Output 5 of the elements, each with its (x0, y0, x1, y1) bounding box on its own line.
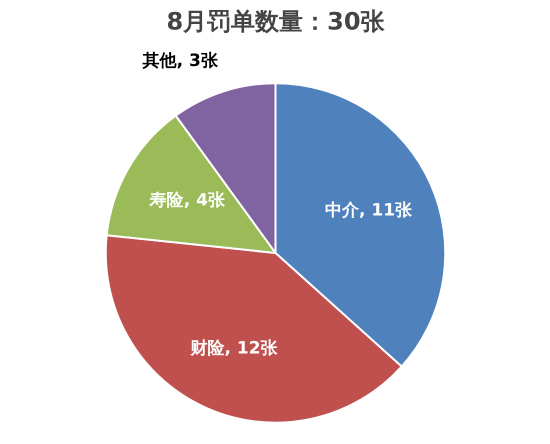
slice-label: 其他, 3张 (142, 50, 219, 71)
chart-title: 8月罚单数量：30张 (166, 8, 386, 36)
slice-label: 中介, 11张 (325, 200, 414, 220)
slice-label: 寿险, 4张 (148, 190, 226, 211)
slice-label: 财险, 12张 (190, 338, 279, 358)
